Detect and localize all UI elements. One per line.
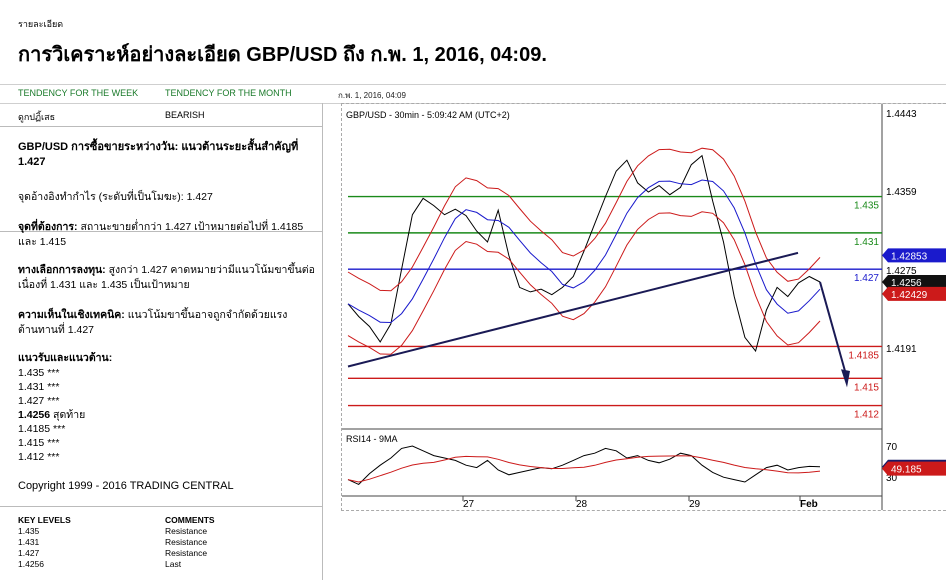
divider	[0, 506, 322, 507]
copyright: Copyright 1999 - 2016 TRADING CENTRAL	[18, 480, 234, 492]
tendency-value: BEARISH	[165, 110, 205, 120]
level-label: 1.431	[854, 237, 879, 248]
preference-text: จุดที่ต้องการ: สถานะขายต่ำกว่า 1.427 เป้…	[18, 220, 316, 250]
x-tick-label: 29	[689, 499, 701, 510]
rsi-y-tick-label: 70	[886, 442, 898, 453]
level-item: 1.412 ***	[18, 451, 60, 463]
comment-label: ความเห็นในเชิงเทคนิค:	[18, 309, 125, 321]
key-level-value: 1.431	[18, 537, 40, 547]
level-item: 1.435 ***	[18, 367, 60, 379]
y-tick-label: 1.4275	[886, 266, 917, 277]
level-item: 1.415 ***	[18, 437, 60, 449]
level-item: 1.427 ***	[18, 395, 60, 407]
levels-list: 1.435 *** 1.431 *** 1.427 *** 1.4256 สุด…	[18, 366, 85, 464]
key-level-value: 1.4256	[18, 559, 44, 569]
rsi-series	[347, 445, 821, 485]
rsi-title: RSI14 - 9MA	[346, 434, 398, 444]
page-title: การวิเคราะห์อย่างละเอียด GBP/USD ถึง ก.พ…	[18, 44, 547, 66]
price-tag: 1.42853	[891, 251, 928, 262]
x-tick-label: 28	[576, 499, 588, 510]
price-series	[347, 154, 821, 353]
tab-week[interactable]: TENDENCY FOR THE WEEK	[18, 88, 139, 98]
divider	[0, 126, 322, 127]
headline: GBP/USD การซื้อขายระหว่างวัน: แนวต้านระย…	[18, 141, 299, 168]
price-tag-bg	[882, 286, 946, 301]
level-item-last: 1.4256 สุดท้าย	[18, 409, 86, 421]
tab-row: TENDENCY FOR THE WEEK TENDENCY FOR THE M…	[0, 84, 946, 104]
divider	[0, 231, 322, 232]
pivot-text: จุดอ้างอิงทำกำไร (ระดับที่เป็นโมฆะ): 1.4…	[18, 191, 213, 203]
key-level-value: 1.427	[18, 548, 40, 558]
alternative-body: สูงกว่า 1.427 คาดหมายว่ามีแนวโน้มขาขึ้นต…	[18, 264, 315, 291]
tab-month[interactable]: TENDENCY FOR THE MONTH	[165, 88, 292, 98]
key-levels-column: KEY LEVELS 1.435 1.431 1.427 1.4256	[18, 515, 71, 570]
y-tick-label: 1.4359	[886, 187, 917, 198]
level-label: 1.412	[854, 410, 879, 421]
analysis-date: ก.พ. 1, 2016, 04:09	[338, 91, 406, 100]
chart-bg	[342, 104, 946, 510]
rsi-ma-series	[347, 455, 821, 483]
preference-body: สถานะขายต่ำกว่า 1.427 เป้าหมายต่อไปที่ 1…	[18, 221, 304, 248]
upper-band-series	[347, 147, 821, 292]
tendency-label: ดูกปฏิ้เสธ	[18, 112, 56, 122]
y-tick-label: 1.4191	[886, 344, 917, 355]
breadcrumb: รายละเอียด	[18, 19, 64, 29]
level-label: 1.4185	[848, 350, 879, 361]
moving-average-series	[347, 179, 821, 324]
preference-label: จุดที่ต้องการ:	[18, 221, 78, 233]
comments-header: COMMENTS	[165, 515, 215, 525]
levels-title: แนวรับและแนวต้าน:	[18, 352, 113, 364]
alternative-label: ทางเลือกการลงทุน:	[18, 264, 106, 276]
x-tick-label: 27	[463, 499, 475, 510]
level-label: 1.427	[854, 273, 879, 284]
price-tag-bg	[882, 248, 946, 263]
key-levels-header: KEY LEVELS	[18, 515, 71, 525]
price-tag: 1.42429	[891, 290, 928, 301]
chart-title: GBP/USD - 30min - 5:09:42 AM (UTC+2)	[346, 110, 510, 120]
comments-column: COMMENTS Resistance Resistance Resistanc…	[165, 515, 215, 570]
level-label: 1.415	[854, 382, 879, 393]
key-level-comment: Resistance	[165, 548, 208, 558]
projection-arrow	[819, 281, 847, 375]
price-chart: GBP/USD - 30min - 5:09:42 AM (UTC+2) RSI…	[342, 104, 946, 510]
key-level-value: 1.435	[18, 526, 40, 536]
alternative-text: ทางเลือกการลงทุน: สูงกว่า 1.427 คาดหมายว…	[18, 263, 316, 293]
level-item: 1.431 ***	[18, 381, 60, 393]
price-tag-bg	[882, 274, 946, 289]
analysis-panel: ดูกปฏิ้เสธ BEARISH GBP/USD การซื้อขายระห…	[0, 103, 323, 580]
key-level-comment: Last	[165, 559, 182, 569]
key-level-comment: Resistance	[165, 537, 208, 547]
lower-band-series	[347, 211, 821, 355]
comment-body: แนวโน้มขาขึ้นอาจถูกจำกัดด้วยแรงต้านทานที…	[18, 309, 288, 336]
comment-text: ความเห็นในเชิงเทคนิค: แนวโน้มขาขึ้นอาจถู…	[18, 308, 316, 338]
rsi-tag: 49.185	[891, 465, 922, 476]
price-tag: 1.4256	[891, 278, 922, 289]
x-tick-label: Feb	[800, 499, 818, 510]
key-level-comment: Resistance	[165, 526, 208, 536]
rsi-tag-bg	[882, 461, 946, 476]
rsi-y-tick-label: 30	[886, 473, 898, 484]
chart-container: GBP/USD - 30min - 5:09:42 AM (UTC+2) RSI…	[341, 103, 946, 511]
level-item: 1.4185 ***	[18, 423, 66, 435]
projection-arrowhead	[841, 369, 850, 388]
trend-line	[347, 251, 799, 368]
y-tick-label: 1.4443	[886, 109, 917, 120]
level-label: 1.435	[854, 201, 879, 212]
